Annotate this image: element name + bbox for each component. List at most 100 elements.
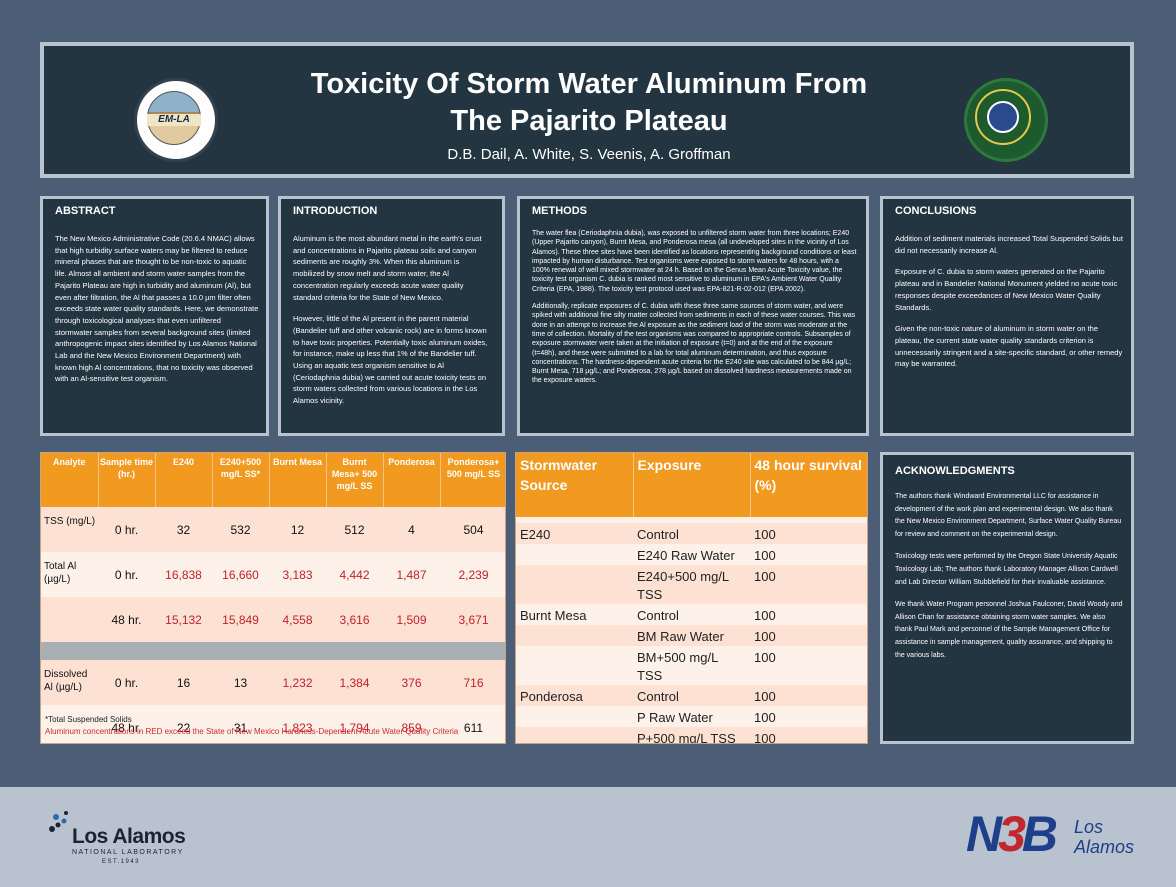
- methods-title: METHODS: [532, 205, 587, 217]
- value-cell: 1,384: [326, 660, 383, 705]
- survival-table-panel: Stormwater Source Exposure 48 hour survi…: [515, 452, 868, 744]
- value-cell: 859: [383, 705, 440, 743]
- source-cell: [516, 625, 633, 646]
- introduction-panel: INTRODUCTION Aluminum is the most abunda…: [278, 196, 505, 436]
- spacer-cell: [516, 517, 867, 523]
- separator-cell: [41, 642, 505, 660]
- aluminum-concentration-table: Analyte Sample time (hr.) E240 E240+500 …: [41, 453, 505, 743]
- value-cell: 13: [212, 660, 269, 705]
- eagle-shield-icon: [987, 101, 1019, 133]
- value-cell: 16,838: [155, 552, 212, 597]
- n3b-location-line: Los: [1074, 817, 1104, 837]
- value-cell: 376: [383, 660, 440, 705]
- value-cell: 15,849: [212, 597, 269, 642]
- column-header: E240+500 mg/L SS*: [212, 453, 270, 507]
- abstract-text: The New Mexico Administrative Code (20.6…: [55, 234, 259, 384]
- abstract-body: The New Mexico Administrative Code (20.6…: [55, 233, 260, 395]
- source-cell: Burnt Mesa: [516, 604, 633, 625]
- survival-cell: 100: [750, 706, 867, 727]
- column-header: Exposure: [633, 453, 751, 517]
- table-row: P+500 mg/L TSS 100: [516, 727, 867, 743]
- source-cell: E240: [516, 523, 633, 544]
- em-la-seal-logo: EM-LA: [134, 78, 218, 162]
- exposure-cell: BM Raw Water: [633, 625, 750, 646]
- poster-title: Toxicity Of Storm Water Aluminum From Th…: [264, 66, 914, 140]
- column-header: Burnt Mesa+ 500 mg/L SS: [326, 453, 384, 507]
- column-header: Sample time (hr.): [98, 453, 156, 507]
- table-row: Total Al (µg/L) 0 hr. 16,838 16,660 3,18…: [41, 552, 505, 597]
- los-alamos-wordmark: Los Alamos: [72, 825, 186, 848]
- source-cell: Ponderosa: [516, 685, 633, 706]
- table-row: BM Raw Water 100: [516, 625, 867, 646]
- red-value-legend: Aluminum concentrations in RED exceed th…: [45, 727, 459, 736]
- value-cell: 3,183: [269, 552, 326, 597]
- acknowledgments-body: The authors thank Windward Environmental…: [895, 491, 1123, 672]
- value-cell: 532: [212, 507, 269, 552]
- conclusions-title: CONCLUSIONS: [895, 205, 977, 217]
- table-row: 48 hr. 22 31 1,823 1,794 859 611: [41, 705, 505, 743]
- survival-cell: 100: [750, 727, 867, 743]
- table-row: Burnt Mesa Control 100: [516, 604, 867, 625]
- footer-bar: Los Alamos NATIONAL LABORATORY EST.1943 …: [0, 787, 1176, 887]
- los-alamos-logo: Los Alamos NATIONAL LABORATORY EST.1943: [42, 807, 202, 867]
- row-label: [41, 705, 98, 743]
- value-cell: 1,823: [269, 705, 326, 743]
- table-row: 48 hr. 15,132 15,849 4,558 3,616 1,509 3…: [41, 597, 505, 642]
- table-row: P Raw Water 100: [516, 706, 867, 727]
- title-line-2: The Pajarito Plateau: [450, 105, 728, 137]
- n3b-logo: N3B Los Alamos: [966, 805, 1136, 875]
- introduction-paragraph: Aluminum is the most abundant metal in t…: [293, 234, 482, 302]
- value-cell: 12: [269, 507, 326, 552]
- table-header-row: Stormwater Source Exposure 48 hour survi…: [516, 453, 867, 517]
- sample-time-cell: 0 hr.: [98, 552, 155, 597]
- row-label: Dissolved Al (µg/L): [41, 660, 98, 705]
- acknowledgments-paragraph: The authors thank Windward Environmental…: [895, 493, 1122, 538]
- column-header: Analyte: [41, 453, 99, 507]
- value-cell: 1,232: [269, 660, 326, 705]
- established-text: EST.1943: [102, 859, 141, 865]
- em-la-label: EM-LA: [147, 114, 201, 126]
- column-header: Ponderosa: [383, 453, 441, 507]
- column-header: Stormwater Source: [516, 453, 634, 517]
- conclusions-panel: CONCLUSIONS Addition of sediment materia…: [880, 196, 1134, 436]
- value-cell: 1,509: [383, 597, 440, 642]
- value-cell: 1,487: [383, 552, 440, 597]
- exposure-cell: Control: [633, 604, 750, 625]
- aluminum-concentration-table-panel: Analyte Sample time (hr.) E240 E240+500 …: [40, 452, 506, 744]
- sample-time-cell: 0 hr.: [98, 660, 155, 705]
- sample-time-cell: 0 hr.: [98, 507, 155, 552]
- exposure-cell: Control: [633, 523, 750, 544]
- value-cell: 3,616: [326, 597, 383, 642]
- n3b-location: Los Alamos: [1074, 817, 1134, 857]
- conclusions-paragraph: Given the non-toxic nature of aluminum i…: [895, 324, 1123, 369]
- introduction-body: Aluminum is the most abundant metal in t…: [293, 233, 493, 417]
- exposure-cell: P+500 mg/L TSS: [633, 727, 750, 743]
- source-cell: [516, 646, 633, 685]
- value-cell: 1,794: [326, 705, 383, 743]
- acknowledgments-title: ACKNOWLEDGMENTS: [895, 465, 1015, 477]
- column-header: Burnt Mesa: [269, 453, 327, 507]
- abstract-title: ABSTRACT: [55, 205, 116, 217]
- value-cell: 16,660: [212, 552, 269, 597]
- title-line-1: Toxicity Of Storm Water Aluminum From: [310, 68, 868, 100]
- value-cell: 32: [155, 507, 212, 552]
- value-cell: 15,132: [155, 597, 212, 642]
- methods-paragraph: Additionally, replicate exposures of C. …: [532, 303, 856, 385]
- value-cell: 22: [155, 705, 212, 743]
- conclusions-body: Addition of sediment materials increased…: [895, 233, 1123, 380]
- doe-seal-logo: [964, 78, 1048, 162]
- acknowledgments-panel: ACKNOWLEDGMENTS The authors thank Windwa…: [880, 452, 1134, 744]
- value-cell: 2,239: [440, 552, 505, 597]
- table-row: E240 Raw Water 100: [516, 544, 867, 565]
- source-cell: [516, 706, 633, 727]
- survival-cell: 100: [750, 685, 867, 706]
- value-cell: 512: [326, 507, 383, 552]
- sample-time-cell: 48 hr.: [98, 597, 155, 642]
- survival-table: Stormwater Source Exposure 48 hour survi…: [516, 453, 867, 743]
- table-footnote: *Total Suspended Solids: [45, 715, 132, 724]
- source-cell: [516, 544, 633, 565]
- exposure-cell: P Raw Water: [633, 706, 750, 727]
- n3b-wordmark: N3B: [966, 806, 1058, 862]
- row-label: Total Al (µg/L): [41, 552, 98, 597]
